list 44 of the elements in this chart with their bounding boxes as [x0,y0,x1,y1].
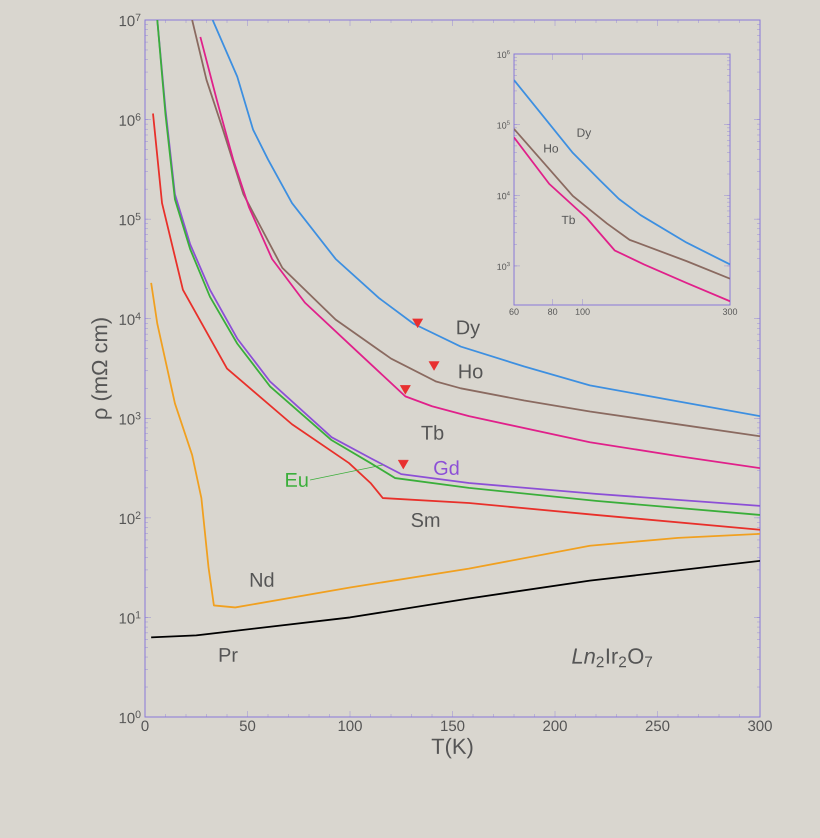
series-label: Tb [421,425,444,440]
line-series [152,112,760,531]
point [412,318,424,328]
x-tick-label: 100 [576,308,590,315]
point [398,460,409,470]
y-tick-label: 10$^{3}$ [497,262,510,270]
x-tick-label: 80 [548,308,558,315]
series-label: Ho [544,144,558,153]
legend-label: Eu [286,473,308,487]
series-label: Dy [457,320,480,338]
series-label: Gd [434,460,458,475]
y-tick-label: 10$^{5}$ [120,212,141,226]
y-tick-label: 10$^{6}$ [497,50,510,58]
x-tick-label: 200 [543,720,567,732]
y-tick-label: 10$^{1}$ [120,611,140,624]
y-tick-label: 10$^{4}$ [120,312,141,325]
y-axis-title: ρ (mΩ cm) [91,318,112,419]
y-tick-label: 10$^{6}$ [120,113,141,126]
point [428,361,440,371]
line-series [150,282,760,608]
y-tick-label: 10$^{3}$ [120,412,141,425]
y-tick-label: 10$^{4}$ [497,191,510,200]
annotation: Ln$_{2}$Ir$_{2}$O$_{7}$ [572,648,652,668]
series-label: Sm [412,513,440,528]
line-series [150,560,760,638]
y-tick-label: 10$^{2}$ [120,512,140,524]
y-tick-label: 10$^{0}$ [120,710,141,724]
series-label: Pr [220,648,238,662]
x-tick-label: 150 [441,720,464,732]
x-tick-label: 0 [141,720,149,732]
x-tick-label: 60 [509,308,519,315]
series-label: Nd [250,572,274,587]
x-tick-label: 100 [338,720,362,732]
x-tick-label: 300 [748,720,772,732]
x-tick-label: 50 [240,720,256,732]
x-tick-label: 250 [646,720,670,732]
series-label: Tb [562,215,575,224]
point [400,385,411,395]
x-axis-title: T(K) [432,738,472,758]
series-label: Ho [459,364,482,378]
x-tick-label: 300 [722,308,738,315]
y-tick-label: 10$^{7}$ [120,14,140,26]
series-label: Dy [578,128,592,140]
y-tick-label: 10$^{5}$ [497,120,510,129]
